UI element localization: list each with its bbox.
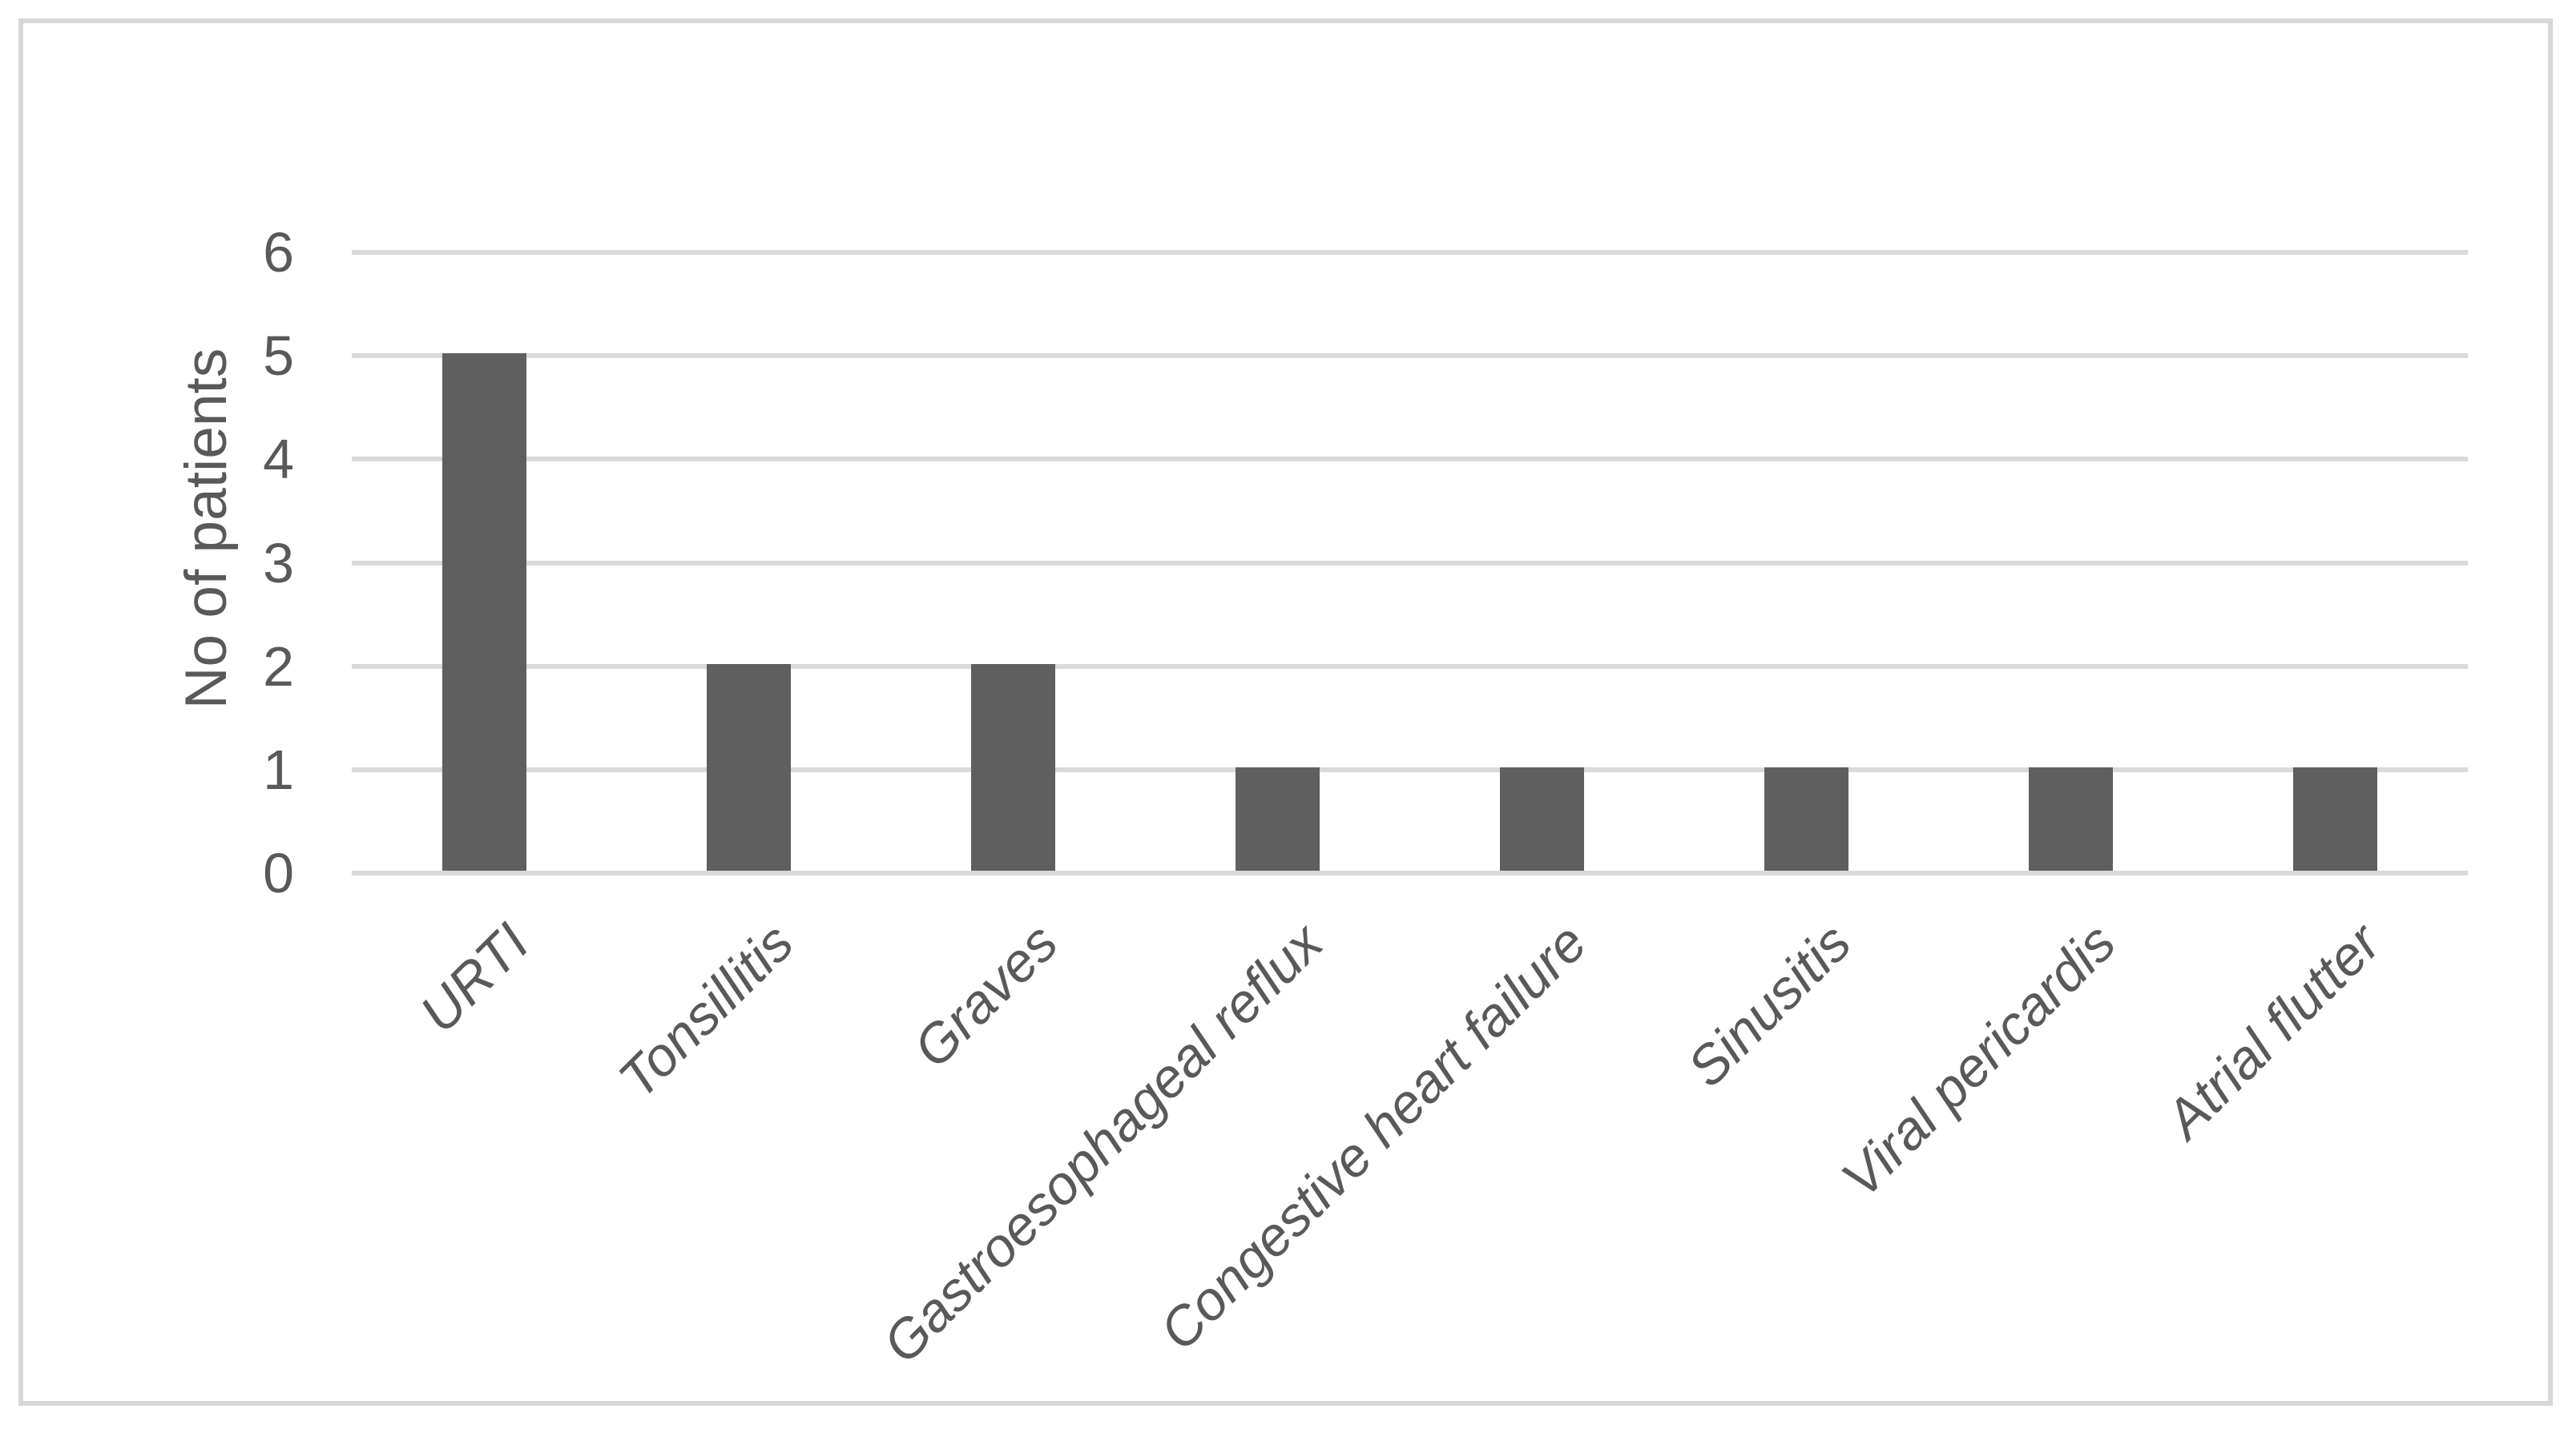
y-tick-label-5: 5 (263, 324, 294, 388)
y-tick-label-3: 3 (263, 531, 294, 594)
gridline-y-4 (352, 457, 2468, 462)
y-tick-label-6: 6 (263, 221, 294, 284)
chart-border (18, 18, 2553, 1406)
y-tick-label-4: 4 (263, 428, 294, 491)
gridline-y-2 (352, 663, 2468, 669)
y-axis-title: No of patients (174, 348, 239, 710)
gridline-y-0 (352, 871, 2468, 876)
bar-atrial-flutter (2293, 767, 2378, 871)
bar-congestive-heart-failure (1500, 767, 1585, 871)
gridline-y-3 (352, 560, 2468, 566)
gridline-y-5 (352, 353, 2468, 359)
bar-sinusitis (1764, 767, 1849, 871)
gridline-y-6 (352, 250, 2468, 255)
bar-gastroesophageal-reflux (1235, 767, 1320, 871)
y-tick-label-0: 0 (263, 842, 294, 904)
y-tick-label-1: 1 (263, 738, 294, 801)
bar-viral-pericardis (2029, 767, 2114, 871)
bar-tonsillitis (706, 663, 791, 871)
y-tick-label-2: 2 (263, 634, 294, 698)
bar-urti (441, 353, 526, 871)
bar-graves (970, 663, 1055, 871)
gridline-y-1 (352, 767, 2468, 772)
